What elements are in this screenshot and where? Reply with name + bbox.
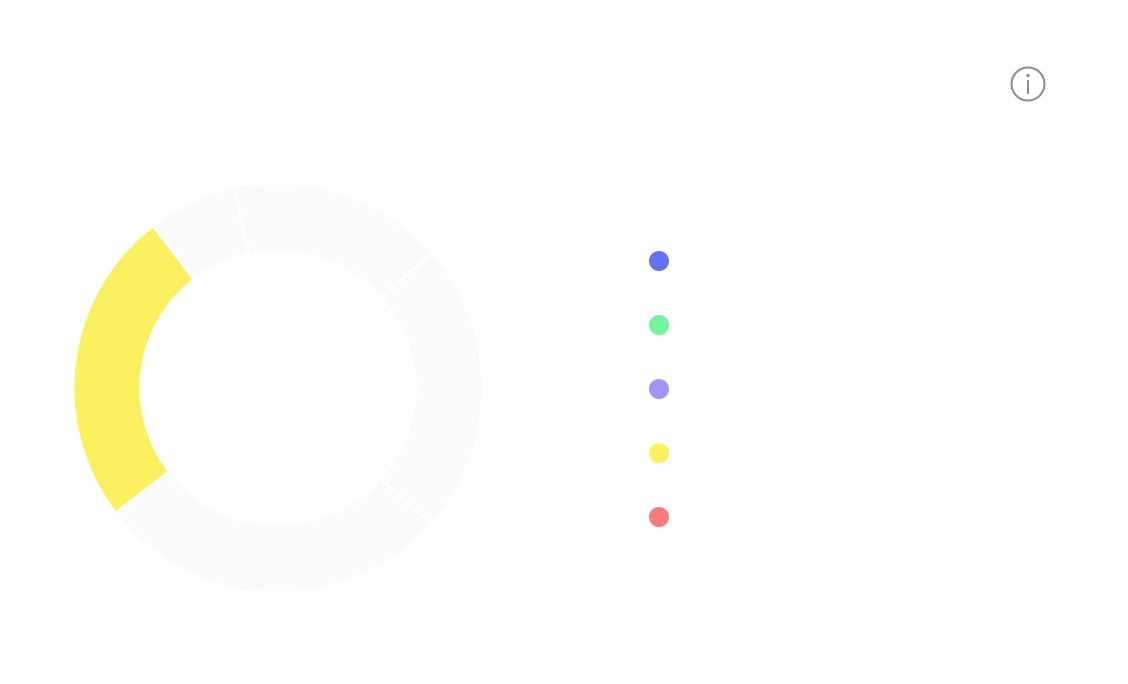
info-icon-ring <box>1010 66 1046 102</box>
info-icon-dot <box>1026 73 1030 78</box>
donut-segment[interactable] <box>113 469 434 595</box>
legend <box>649 251 669 527</box>
donut-segment[interactable] <box>378 250 485 527</box>
donut <box>71 181 485 595</box>
legend-item[interactable] <box>649 251 669 271</box>
donut-segment[interactable] <box>71 223 197 516</box>
legend-item[interactable] <box>649 507 669 527</box>
legend-marker <box>649 507 669 527</box>
legend-item[interactable] <box>649 315 669 335</box>
legend-item[interactable] <box>649 379 669 399</box>
legend-marker <box>649 251 669 271</box>
legend-marker <box>649 443 669 463</box>
legend-marker <box>649 315 669 335</box>
legend-marker <box>649 379 669 399</box>
info-button[interactable] <box>1010 66 1046 102</box>
donut-segment[interactable] <box>150 185 251 282</box>
legend-item[interactable] <box>649 443 669 463</box>
